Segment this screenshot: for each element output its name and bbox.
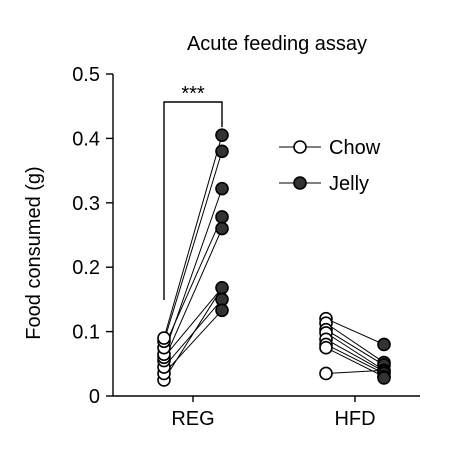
pair-line — [325, 329, 385, 366]
y-ticks: 0 0.1 0.2 0.3 0.4 0.5 — [72, 64, 113, 408]
jelly-point — [215, 210, 229, 224]
legend: Chow Jelly — [279, 137, 381, 195]
jelly-point — [377, 337, 391, 352]
pair-line — [325, 332, 385, 371]
pair-line — [163, 287, 223, 358]
y-axis-label: Food consumed (g) — [23, 166, 45, 339]
pair-line — [163, 287, 223, 381]
y-tick-label: 0.5 — [72, 64, 100, 86]
jelly-point — [215, 128, 229, 142]
pair-line — [325, 347, 385, 378]
pair-line — [163, 310, 223, 374]
x-tick-label: HFD — [334, 408, 375, 430]
legend-label: Jelly — [329, 173, 369, 195]
pair-line — [325, 344, 385, 374]
legend-marker — [293, 140, 307, 154]
axes — [112, 74, 420, 397]
significance-bracket: *** — [163, 83, 223, 301]
pair-line — [325, 322, 385, 363]
y-tick-label: 0.2 — [72, 257, 100, 279]
jelly-point — [215, 181, 229, 196]
data-points — [157, 128, 391, 387]
pair-line — [325, 369, 385, 374]
y-tick-label: 0.4 — [72, 128, 100, 150]
y-tick-label: 0 — [89, 386, 100, 408]
significance-label: *** — [181, 83, 205, 105]
chart-title: Acute feeding assay — [187, 33, 367, 55]
jelly-point — [377, 371, 391, 385]
pair-line — [163, 135, 223, 339]
pair-line — [163, 151, 223, 342]
chow-point — [157, 331, 171, 345]
jelly-point — [215, 281, 229, 295]
pair-line — [163, 216, 223, 348]
y-tick-label: 0.3 — [72, 193, 100, 215]
jelly-point — [215, 221, 229, 236]
chow-point — [319, 366, 333, 381]
chow-point — [319, 340, 333, 355]
pair-lines — [163, 135, 385, 381]
x-ticks: REG HFD — [171, 396, 376, 430]
pair-line — [325, 318, 385, 345]
pair-line — [163, 228, 223, 361]
y-tick-label: 0.1 — [72, 322, 100, 344]
legend-marker — [293, 176, 307, 190]
pair-line — [325, 338, 385, 372]
significance-bracket-line — [163, 101, 223, 301]
jelly-point — [215, 303, 229, 318]
legend-label: Chow — [329, 137, 381, 159]
x-tick-label: REG — [171, 408, 214, 430]
jelly-point — [215, 144, 229, 159]
